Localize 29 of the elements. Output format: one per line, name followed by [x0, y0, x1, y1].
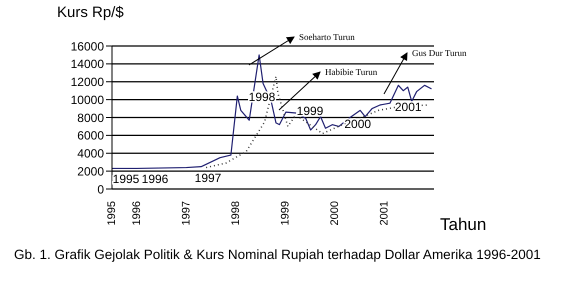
y-tick-label: 14000: [70, 57, 104, 72]
y-tick-label: 16000: [70, 39, 104, 54]
x-tick-label: 1997: [180, 201, 192, 226]
line-series: [205, 76, 429, 168]
y-tick-label: 8000: [77, 110, 104, 125]
y-tick-label: 10000: [70, 92, 104, 107]
y-tick-label: 6000: [77, 128, 104, 143]
text: Gb. 1. Grafik Gejolak Politik & Kurs Nominal Rupiah terhadap Dollar Amerika 1996-2001: [14, 247, 542, 262]
x-tick-label: 2000: [328, 201, 341, 226]
x-tick-label: 1999: [279, 201, 292, 226]
y-tick-label: 0: [97, 182, 104, 196]
x-axis-title: Tahun: [440, 215, 486, 234]
annotation: Gus Dur Turun: [412, 48, 468, 58]
y-axis-title: Kurs Rp/$: [57, 4, 124, 21]
y-tick-label: 4000: [77, 146, 104, 161]
annotation: 1995: [112, 172, 140, 186]
annotation: 1997: [194, 171, 222, 185]
annotation: 2000: [344, 116, 372, 131]
annotation: 2001: [394, 100, 422, 114]
y-tick-label: 12000: [70, 75, 104, 90]
text: Soeharto Turun: [299, 32, 356, 42]
x-tick-label: 1996: [130, 201, 143, 226]
x-tick-label: 1995: [106, 201, 118, 226]
annotation: 1999: [296, 104, 324, 118]
annotation: Habibie Turun: [325, 67, 378, 77]
x-tick-label: 1998: [230, 201, 242, 226]
x-tick-label: 2001: [378, 201, 390, 226]
annotation: 1996: [142, 172, 169, 186]
y-tick-label: 2000: [77, 164, 104, 178]
